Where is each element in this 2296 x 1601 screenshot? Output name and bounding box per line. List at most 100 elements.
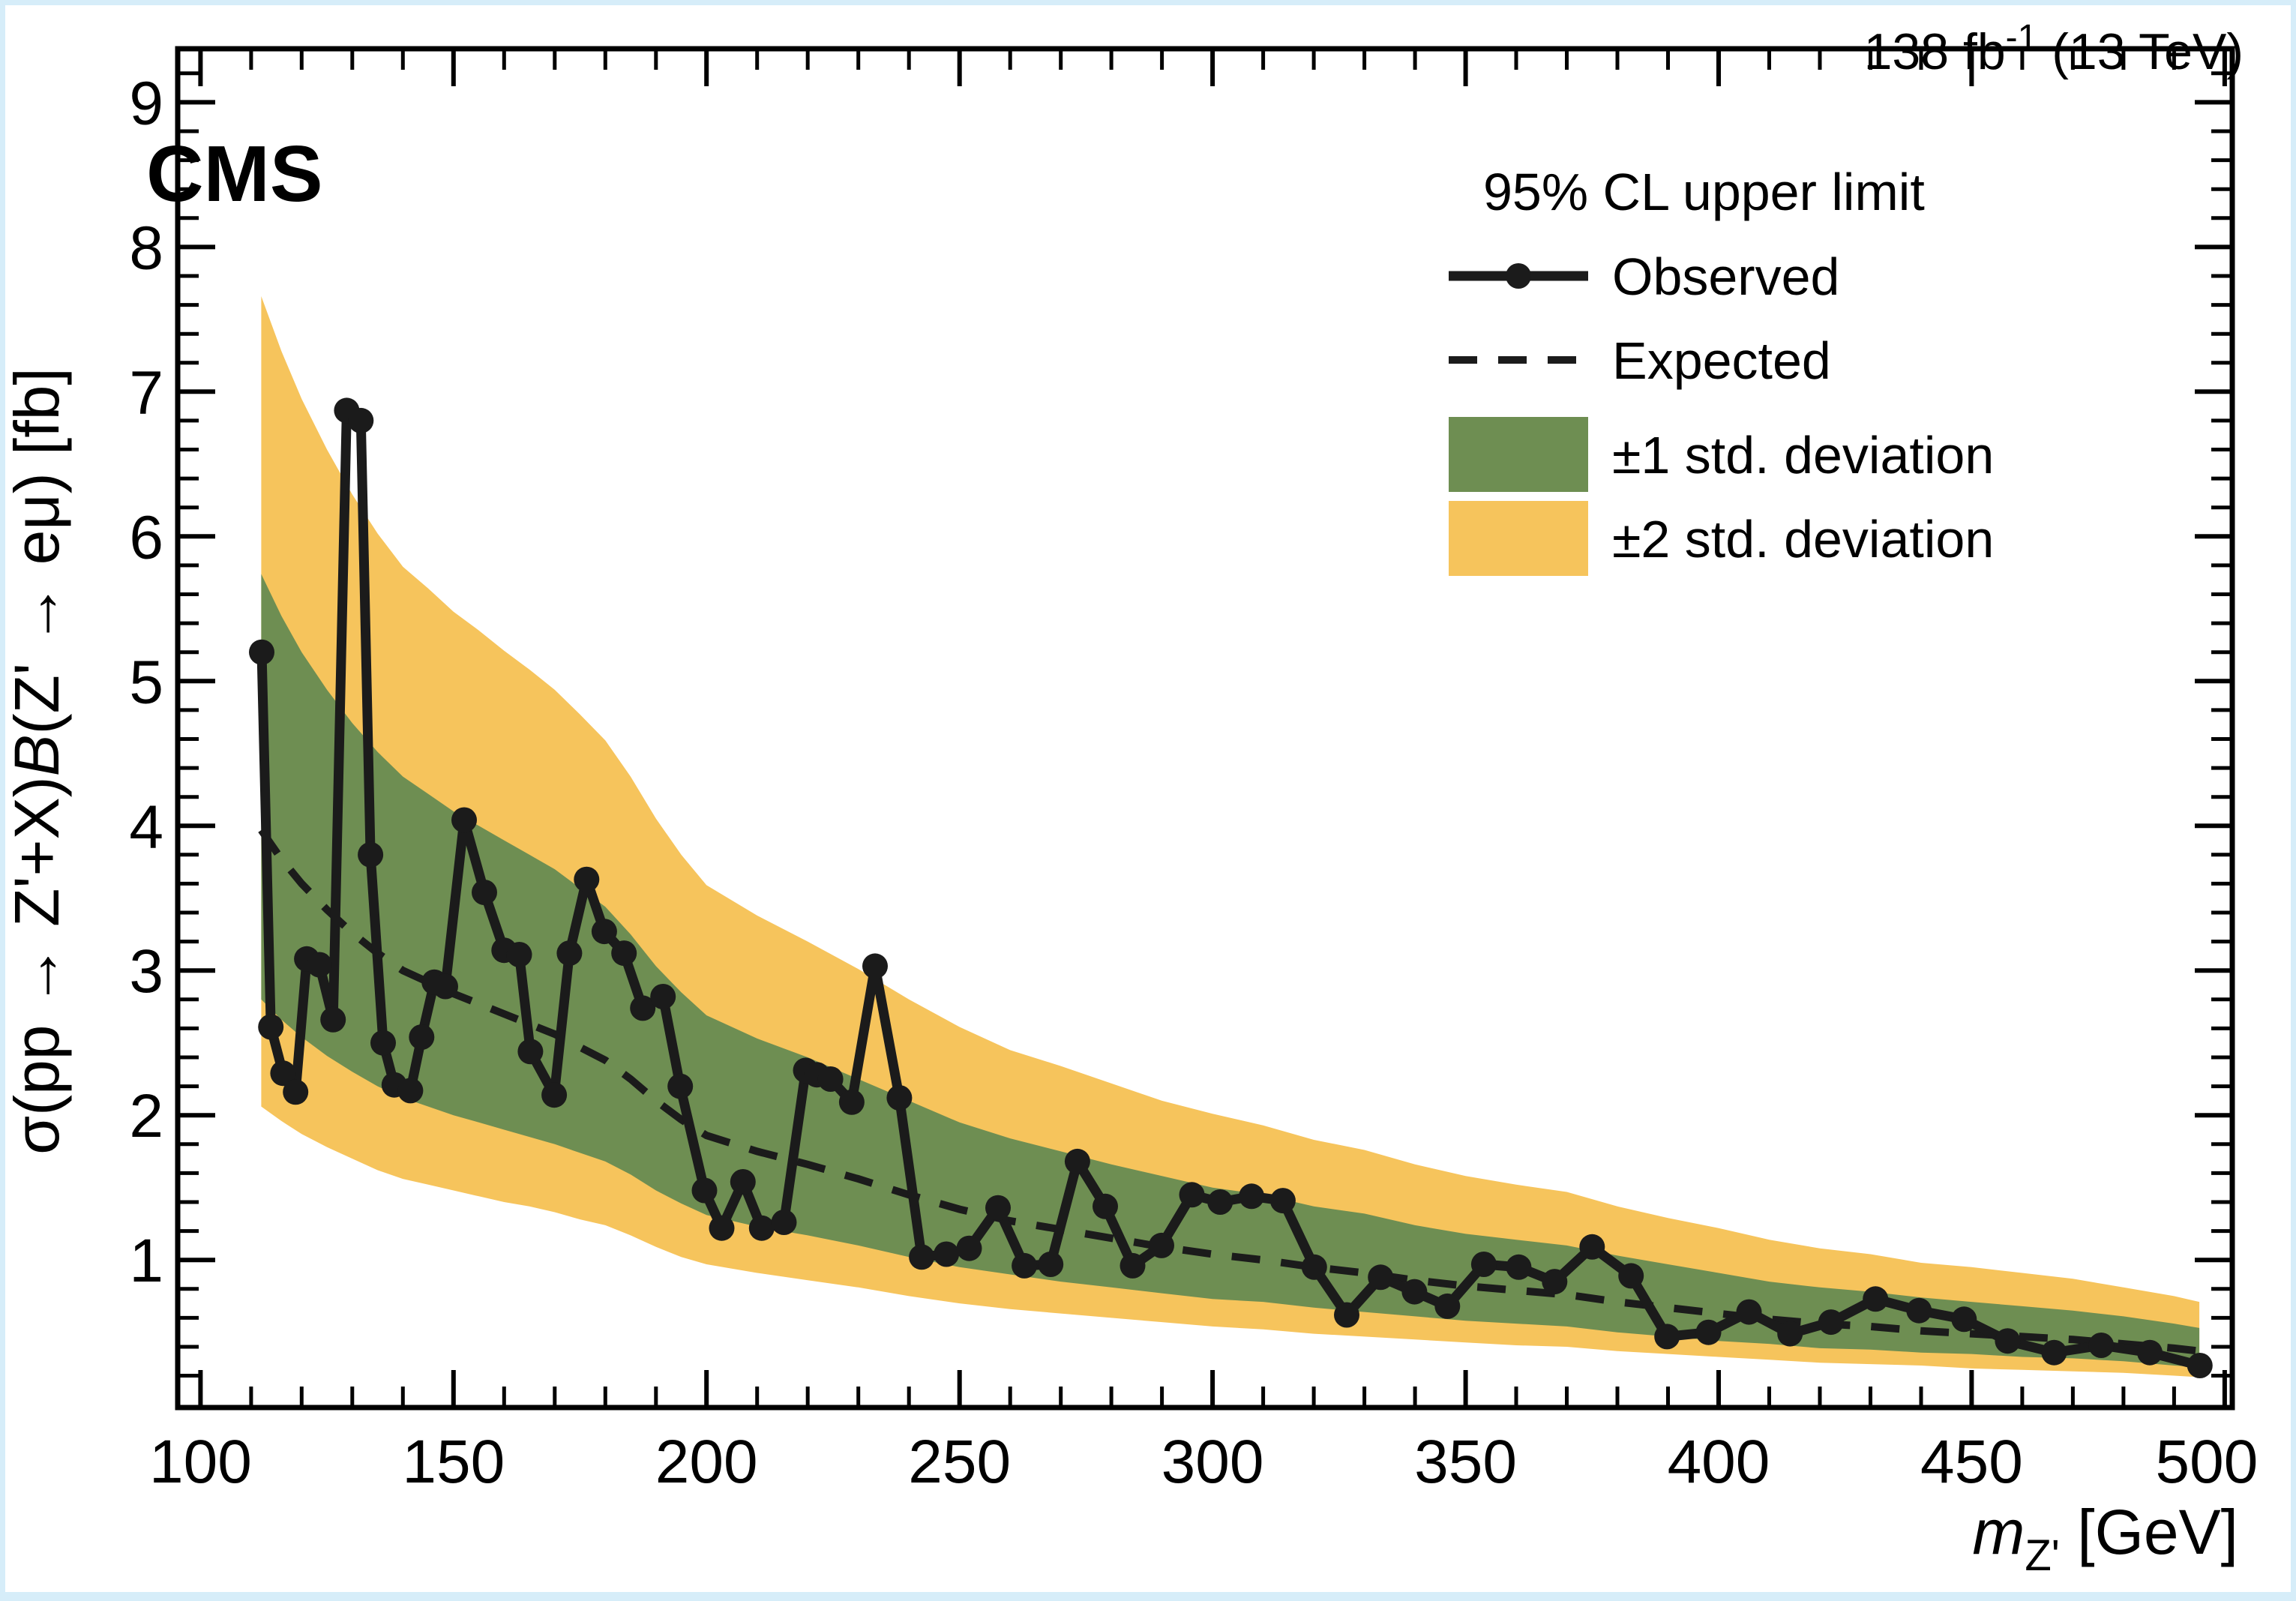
observed-point <box>1064 1148 1090 1174</box>
observed-point <box>650 984 676 1009</box>
experiment-label: CMS <box>146 130 323 218</box>
observed-point <box>771 1210 797 1235</box>
observed-point <box>472 880 497 905</box>
observed-point <box>1368 1264 1394 1291</box>
y-tick-label: 5 <box>129 648 163 716</box>
axis-labels: 100 150 200 250 300 350 400 450 500 1 2 3 4 5 6 7 8 9 <box>129 69 2258 1496</box>
observed-point <box>409 1024 435 1050</box>
observed-point <box>397 1078 424 1104</box>
x-tick-label: 200 <box>655 1428 758 1496</box>
y-tick-label: 2 <box>129 1082 163 1150</box>
observed-point <box>2187 1353 2213 1378</box>
observed-point <box>1506 1254 1532 1280</box>
observed-point <box>506 942 532 967</box>
observed-point <box>556 940 583 967</box>
observed-point <box>1579 1234 1605 1260</box>
y-tick-label: 7 <box>129 358 163 427</box>
legend-expected-label: Expected <box>1612 331 1831 390</box>
observed-point <box>574 866 600 892</box>
legend-1sigma-label: ±1 std. deviation <box>1612 426 1994 484</box>
observed-point <box>611 940 637 967</box>
x-tick-label: 300 <box>1161 1428 1264 1496</box>
observed-point <box>517 1039 544 1065</box>
x-tick-label: 150 <box>402 1428 505 1496</box>
observed-point <box>1777 1321 1803 1347</box>
x-axis-title: mZ' [GeV] <box>1972 1497 2238 1580</box>
observed-point <box>1654 1324 1680 1350</box>
observed-point <box>862 953 888 979</box>
observed-point <box>307 952 332 978</box>
observed-point <box>1434 1293 1461 1319</box>
observed-point <box>709 1215 735 1241</box>
x-tick-label: 500 <box>2155 1428 2258 1496</box>
plot-frame <box>175 46 2235 1411</box>
observed-point <box>985 1195 1011 1221</box>
observed-point <box>1818 1309 1844 1336</box>
observed-point <box>1401 1279 1428 1305</box>
observed-point <box>1951 1306 1977 1333</box>
observed-point <box>1179 1182 1205 1208</box>
y-axis <box>178 71 2232 1378</box>
observed-point <box>1269 1188 1296 1214</box>
observed-point <box>1470 1252 1497 1277</box>
legend-2sigma-swatch <box>1449 501 1588 576</box>
observed-point <box>886 1085 913 1111</box>
observed-point <box>1120 1252 1146 1279</box>
observed-point <box>2137 1339 2163 1366</box>
observed-point <box>1207 1189 1233 1215</box>
observed-point <box>1149 1232 1174 1258</box>
observed-point <box>1695 1319 1722 1345</box>
observed-point <box>1093 1193 1118 1219</box>
y-tick-label: 4 <box>129 793 163 861</box>
observed-point <box>1301 1254 1327 1280</box>
observed-point <box>348 407 374 433</box>
observed-point <box>1863 1286 1889 1312</box>
observed-point <box>1334 1302 1359 1328</box>
legend-header: 95% CL upper limit <box>1483 163 1925 221</box>
observed-point <box>748 1215 775 1241</box>
legend-2sigma-label: ±2 std. deviation <box>1612 510 1994 568</box>
observed-point <box>817 1066 844 1092</box>
observed-point <box>691 1177 718 1204</box>
x-tick-label: 400 <box>1668 1428 1770 1496</box>
legend: 95% CL upper limit Observed Expected ±1 std… <box>1449 163 1994 576</box>
observed-point <box>956 1235 982 1261</box>
y-tick-label: 6 <box>129 503 163 571</box>
observed-point <box>1906 1297 1932 1324</box>
observed-point <box>1995 1328 2021 1354</box>
observed-point <box>2088 1333 2115 1358</box>
x-axis <box>198 49 2227 1408</box>
lumi-label: 138 fb-1 (13 TeV) <box>1864 18 2244 80</box>
observed-point <box>838 1089 865 1115</box>
observed-point <box>1239 1183 1265 1210</box>
observed-point <box>258 1014 284 1040</box>
x-tick-label: 350 <box>1414 1428 1517 1496</box>
observed-point <box>667 1073 694 1099</box>
observed-markers <box>249 397 2213 1378</box>
x-tick-label: 250 <box>908 1428 1011 1496</box>
observed-point <box>1542 1269 1568 1295</box>
legend-observed-marker <box>1506 263 1531 289</box>
x-tick-label: 450 <box>1920 1428 2023 1496</box>
band-1sigma <box>261 574 2200 1367</box>
observed-point <box>630 995 656 1021</box>
observed-point <box>591 919 617 945</box>
observed-point <box>249 639 274 665</box>
observed-point <box>541 1082 568 1108</box>
observed-point <box>370 1030 396 1056</box>
plot-area <box>249 296 2213 1378</box>
legend-observed-label: Observed <box>1612 247 1839 306</box>
observed-point <box>1038 1252 1064 1277</box>
observed-point <box>730 1169 756 1195</box>
observed-point <box>358 841 384 868</box>
y-tick-label: 8 <box>129 214 163 282</box>
observed-point <box>320 1006 346 1033</box>
observed-point <box>909 1244 935 1270</box>
x-tick-label: 100 <box>149 1428 252 1496</box>
observed-point <box>1618 1263 1644 1289</box>
observed-point <box>934 1241 960 1267</box>
y-tick-label: 9 <box>129 69 163 137</box>
observed-point <box>1012 1252 1038 1279</box>
